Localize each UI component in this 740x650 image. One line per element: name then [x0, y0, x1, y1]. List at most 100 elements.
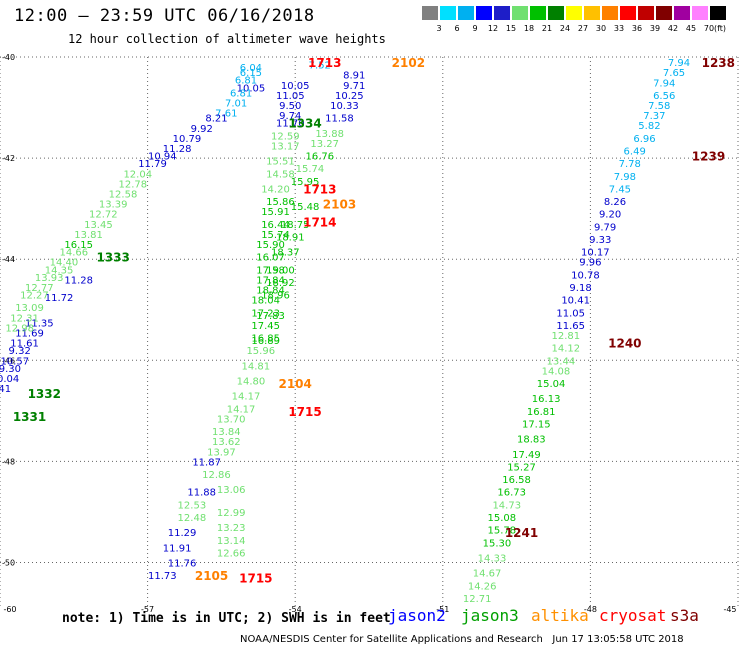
wave-height-value: 14.80	[237, 377, 266, 388]
wave-height-value: 12.86	[202, 470, 231, 481]
wave-height-value: 7.98	[614, 172, 636, 183]
wave-height-value: 18.92	[266, 278, 295, 289]
scale-swatch	[674, 6, 690, 20]
lon-label: -57	[141, 605, 154, 614]
wave-height-value: 9.71	[343, 81, 365, 92]
wave-height-value: 11.35	[25, 318, 54, 329]
wave-height-value: 10.78	[571, 270, 600, 281]
wave-height-value: 15.08	[488, 513, 517, 524]
wave-height-value: 12.48	[178, 513, 207, 524]
wave-height-value: 11.87	[192, 457, 221, 468]
wave-height-value: 15.91	[261, 207, 290, 218]
wave-height-value: 15.48	[291, 202, 320, 213]
wave-height-value: 7.52	[309, 61, 331, 72]
wave-height-value: 14.73	[492, 500, 521, 511]
wave-height-value: 13.88	[315, 129, 344, 140]
footer-note: note: 1) Time is in UTC; 2) SWH is in fe…	[62, 611, 391, 626]
wave-height-value: 14.17	[232, 392, 261, 403]
wave-height-value: 7.78	[619, 159, 641, 170]
wave-height-value: 7.61	[215, 109, 237, 120]
lat-label: -50	[2, 559, 15, 568]
scale-swatch	[656, 6, 672, 20]
scale-swatch	[458, 6, 474, 20]
wave-height-value: 13.81	[74, 230, 103, 241]
wave-height-value: 9.33	[589, 235, 611, 246]
wave-height-value: 5.82	[638, 121, 660, 132]
wave-height-value: 6.04	[240, 63, 262, 74]
scale-tick-label: 39	[649, 24, 661, 33]
wave-height-value: 10.57	[0, 356, 29, 367]
wave-height-value: 10.94	[148, 152, 177, 163]
satellite-altika: altika	[531, 606, 589, 625]
wave-height-value: 7.65	[663, 68, 685, 79]
wave-height-value: 14.58	[266, 169, 295, 180]
wave-height-value: 12.99	[217, 508, 246, 519]
pass-time-label: 1240	[608, 337, 641, 351]
scale-swatch	[710, 6, 726, 20]
wave-height-value: 11.28	[64, 275, 93, 286]
wave-height-value: 17.15	[522, 419, 551, 430]
wave-height-value: 12.27	[20, 291, 49, 302]
scale-tick-label: 33	[613, 24, 625, 33]
wave-height-value: 10.33	[330, 101, 359, 112]
wave-height-value: 15.51	[266, 157, 295, 168]
lon-label: -60	[3, 605, 16, 614]
satellite-jason2: jason2	[388, 606, 446, 625]
scale-tick-label: 21	[541, 24, 553, 33]
wave-height-value: 16.85	[251, 334, 280, 345]
wave-height-value: 8.91	[343, 71, 365, 82]
wave-height-value: 16.73	[497, 488, 526, 499]
wave-height-value: 16.44	[261, 220, 290, 231]
pass-time-label: 2103	[323, 198, 356, 212]
wave-height-value: 7.37	[643, 111, 665, 122]
credit-line: NOAA/NESDIS Center for Satellite Applica…	[240, 634, 684, 645]
wave-height-value: 18.37	[271, 248, 300, 259]
wave-height-value: 13.09	[15, 303, 44, 314]
wave-height-value: 15.74	[261, 230, 290, 241]
wave-height-value: 9.79	[594, 222, 616, 233]
wave-height-value: 18.04	[251, 296, 280, 307]
pass-time-label: 1713	[303, 182, 336, 196]
wave-height-value: 11.65	[556, 321, 585, 332]
pass-time-label: 2105	[195, 569, 228, 583]
pass-time-label: 1714	[303, 215, 336, 229]
wave-height-value: 15.90	[256, 240, 285, 251]
wave-height-value: 17.23	[251, 308, 280, 319]
wave-height-value: 16.89	[251, 336, 280, 347]
satellite-s3a: s3a	[670, 606, 699, 625]
wave-height-value: 12.04	[123, 169, 152, 180]
wave-height-value: 15.74	[296, 164, 325, 175]
wave-height-value: 13.93	[35, 273, 64, 284]
lat-label: -40	[2, 53, 15, 62]
wave-height-value: 9.32	[9, 346, 31, 357]
lat-label: -46	[2, 356, 15, 365]
wave-height-value: 11.72	[45, 293, 74, 304]
pass-time-label: 1713	[308, 56, 341, 70]
wave-height-value: 11.29	[168, 528, 197, 539]
wave-height-value: 11.58	[325, 114, 354, 125]
wave-height-value: 11.05	[276, 91, 305, 102]
wave-height-value: 14.66	[59, 248, 88, 259]
wave-height-value: 14.67	[473, 569, 502, 580]
scale-tick-label: 24	[559, 24, 571, 33]
wave-height-value: 10.41	[561, 296, 590, 307]
wave-height-value: 10.05	[281, 81, 310, 92]
wave-height-value: 15.86	[266, 197, 295, 208]
wave-height-value: 13.84	[212, 427, 241, 438]
wave-height-value: 7.58	[648, 101, 670, 112]
pass-time-label: 1332	[28, 387, 61, 401]
lat-label: -44	[2, 255, 15, 264]
scale-tick-label: 15	[505, 24, 517, 33]
wave-height-value: 10.05	[237, 83, 266, 94]
wave-height-value: 6.15	[240, 68, 262, 79]
scale-unit-label: (ft)	[713, 24, 727, 33]
wave-height-value: 14.08	[542, 366, 571, 377]
wave-height-value: 18.96	[261, 291, 290, 302]
wave-height-value: 13.14	[217, 536, 246, 547]
scale-tick-label: 6	[454, 24, 460, 33]
wave-height-value: 14.35	[45, 265, 74, 276]
scale-swatch	[692, 6, 708, 20]
wave-height-value: 16.15	[64, 240, 93, 251]
scale-swatch	[638, 6, 654, 20]
